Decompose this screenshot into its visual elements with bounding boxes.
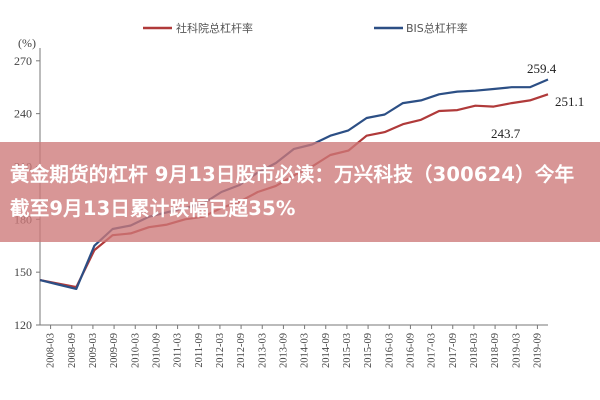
y-tick-label: 240	[14, 107, 32, 121]
x-tick-label: 2018-03	[469, 333, 480, 368]
x-tick-label: 2017-03	[427, 333, 438, 368]
x-tick-label: 2015-09	[363, 333, 374, 368]
x-tick-label: 2013-03	[257, 333, 268, 368]
legend: 社科院总杠杆率 BIS总杠杆率	[143, 21, 468, 35]
x-tick-label: 2008-09	[67, 333, 78, 368]
x-tick-label: 2018-09	[490, 333, 501, 368]
x-tick-label: 2011-03	[173, 333, 184, 368]
x-tick-label: 2014-09	[321, 333, 332, 368]
annotation-bis-last: 259.4	[527, 61, 557, 76]
legend-label-bis: BIS总杠杆率	[406, 21, 468, 35]
legend-label-cass: 社科院总杠杆率	[176, 21, 253, 35]
x-tick-label: 2013-09	[278, 333, 289, 368]
x-tick-label: 2010-03	[130, 333, 141, 368]
x-tick-label: 2008-03	[46, 333, 57, 368]
y-tick-label: 120	[14, 318, 32, 332]
headline-text[interactable]: 黄金期货的杠杆 9月13日股市必读：万兴科技（300624）今年截至9月13日累…	[10, 163, 575, 220]
y-tick-label: 270	[14, 54, 32, 68]
x-tick-label: 2009-03	[88, 333, 99, 368]
y-tick-label: 150	[14, 265, 32, 279]
x-tick-label: 2012-09	[236, 333, 247, 368]
headline-overlay	[0, 142, 600, 242]
x-tick-label: 2015-03	[342, 333, 353, 368]
x-tick-label: 2016-09	[405, 333, 416, 368]
x-tick-label: 2009-09	[109, 333, 120, 368]
y-axis-unit: (%)	[18, 36, 36, 50]
annotations: 259.4 251.1 243.7	[491, 61, 584, 141]
x-tick-label: 2019-03	[511, 333, 522, 368]
x-axis-ticks: 2008-03 2008-09 2009-03 2009-09 2010-03 2010-…	[46, 325, 543, 368]
x-tick-label: 2016-03	[384, 333, 395, 368]
x-tick-label: 2012-03	[215, 333, 226, 368]
x-tick-label: 2014-03	[300, 333, 311, 368]
x-tick-label: 2019-09	[532, 333, 543, 368]
x-tick-label: 2017-09	[448, 333, 459, 368]
x-tick-label: 2011-09	[194, 333, 205, 368]
annotation-cass-last: 251.1	[555, 94, 584, 109]
x-tick-label: 2010-09	[151, 333, 162, 368]
annotation-cass-near-last: 243.7	[491, 126, 521, 141]
